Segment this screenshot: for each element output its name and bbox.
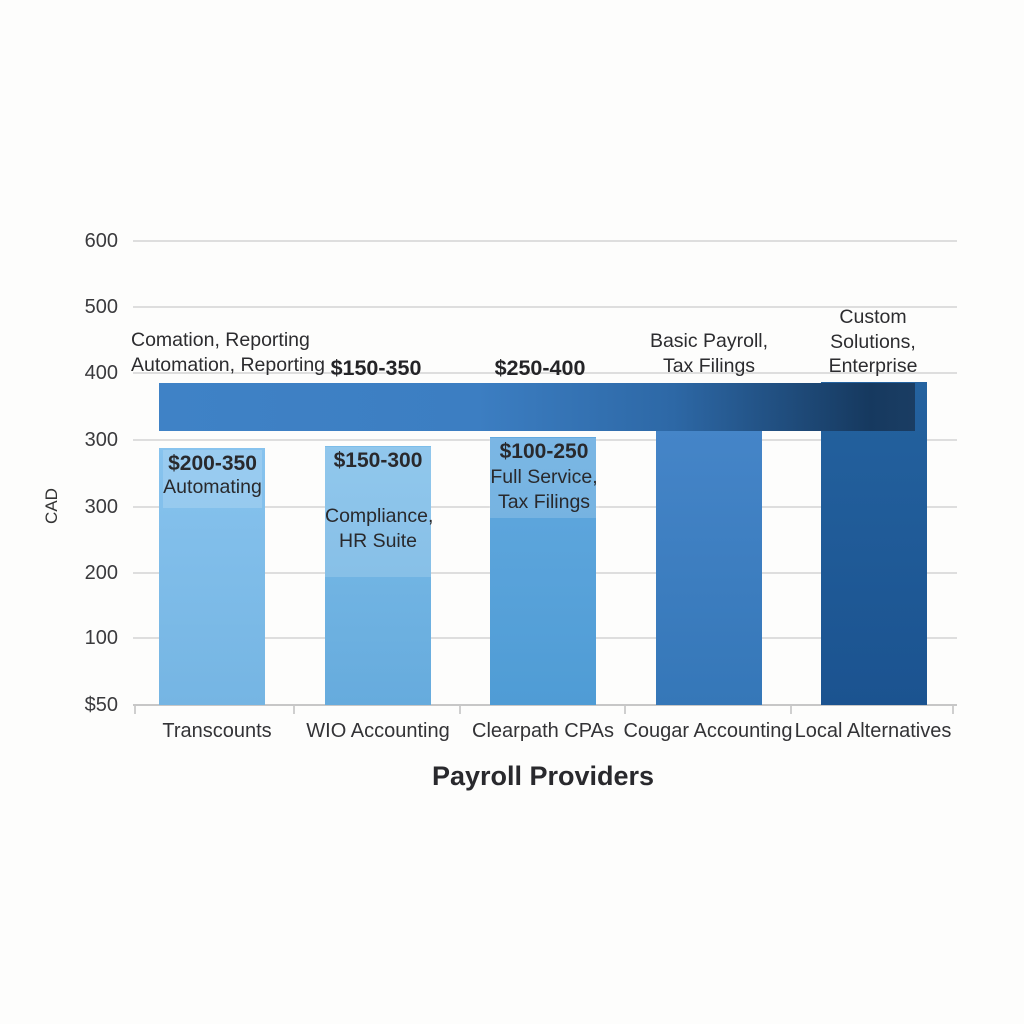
annotation-line: Automation, Reporting <box>131 353 326 376</box>
price-range-label: $200-350 <box>168 452 257 475</box>
gridline <box>133 372 957 374</box>
annotation-cougar-features: Basic Payroll, Tax Filings <box>624 329 794 378</box>
annotation-line: Custom <box>839 306 907 328</box>
x-tick-label-wio-accounting: WIO Accounting <box>306 720 450 742</box>
price-range-label: $100-250 <box>499 440 589 463</box>
bar-cougar-accounting <box>656 430 762 705</box>
bar-annotation-clearpath-cpas: $100-250 Full Service, Tax Filings <box>489 438 599 518</box>
bar-transcounts <box>159 448 265 705</box>
annotation-line: Tax Filings <box>662 354 756 377</box>
bar-wio-accounting <box>325 446 431 705</box>
x-axis-tick <box>459 706 461 714</box>
bar-annotation-wio-accounting: $150-300 Compliance, HR Suite <box>325 447 434 577</box>
y-axis-title: CAD <box>42 488 61 524</box>
gridline <box>133 240 957 242</box>
y-tick-label: 500 <box>84 296 118 318</box>
feature-label: Tax Filings <box>497 491 591 513</box>
x-axis-tick <box>952 706 954 714</box>
feature-label: HR Suite <box>338 530 418 552</box>
annotation-line: Enterprise <box>828 355 918 377</box>
annotation-line: Basic Payroll, <box>649 330 769 352</box>
y-tick-label: 300 <box>84 496 118 518</box>
feature-label: Automating <box>163 476 262 498</box>
annotation-wio-price: $150-350 <box>330 356 422 380</box>
y-tick-label: 600 <box>84 230 118 252</box>
x-tick-label-transcounts: Transcounts <box>162 720 272 742</box>
y-tick-label: 200 <box>84 562 118 584</box>
x-axis-tick <box>293 706 295 714</box>
y-tick-label: 400 <box>84 362 118 384</box>
x-axis-line <box>133 704 957 706</box>
feature-label: Full Service, <box>490 466 598 488</box>
annotation-transcounts-features: Comation, Reporting Automation, Reportin… <box>131 328 351 377</box>
x-axis-tick <box>134 706 136 714</box>
bar-annotation-transcounts: $200-350 Automating <box>163 450 262 508</box>
x-tick-label-clearpath-cpas: Clearpath CPAs <box>472 720 614 742</box>
x-tick-label-local-alternatives: Local Alternatives <box>794 720 952 742</box>
x-axis-title: Payroll Providers <box>431 761 655 791</box>
bar-clearpath-cpas <box>490 437 596 705</box>
bar-local-alternatives <box>821 382 927 705</box>
y-tick-label: 300 <box>84 429 118 451</box>
x-axis-tick <box>790 706 792 714</box>
y-tick-label: 100 <box>84 627 118 649</box>
annotation-local-alternatives-features: Custom Solutions, Enterprise <box>788 305 958 379</box>
gridline <box>133 306 957 308</box>
annotation-clearpath-price: $250-400 <box>494 356 586 380</box>
x-axis-tick <box>624 706 626 714</box>
x-tick-label-cougar-accounting: Cougar Accounting <box>623 720 793 742</box>
price-range-label: $150-300 <box>333 449 423 472</box>
y-tick-label: $50 <box>84 694 118 716</box>
feature-label: Compliance, <box>325 505 434 527</box>
annotation-line: Comation, Reporting <box>131 329 310 351</box>
highlight-band <box>159 383 915 431</box>
annotation-line: Solutions, <box>830 330 916 353</box>
